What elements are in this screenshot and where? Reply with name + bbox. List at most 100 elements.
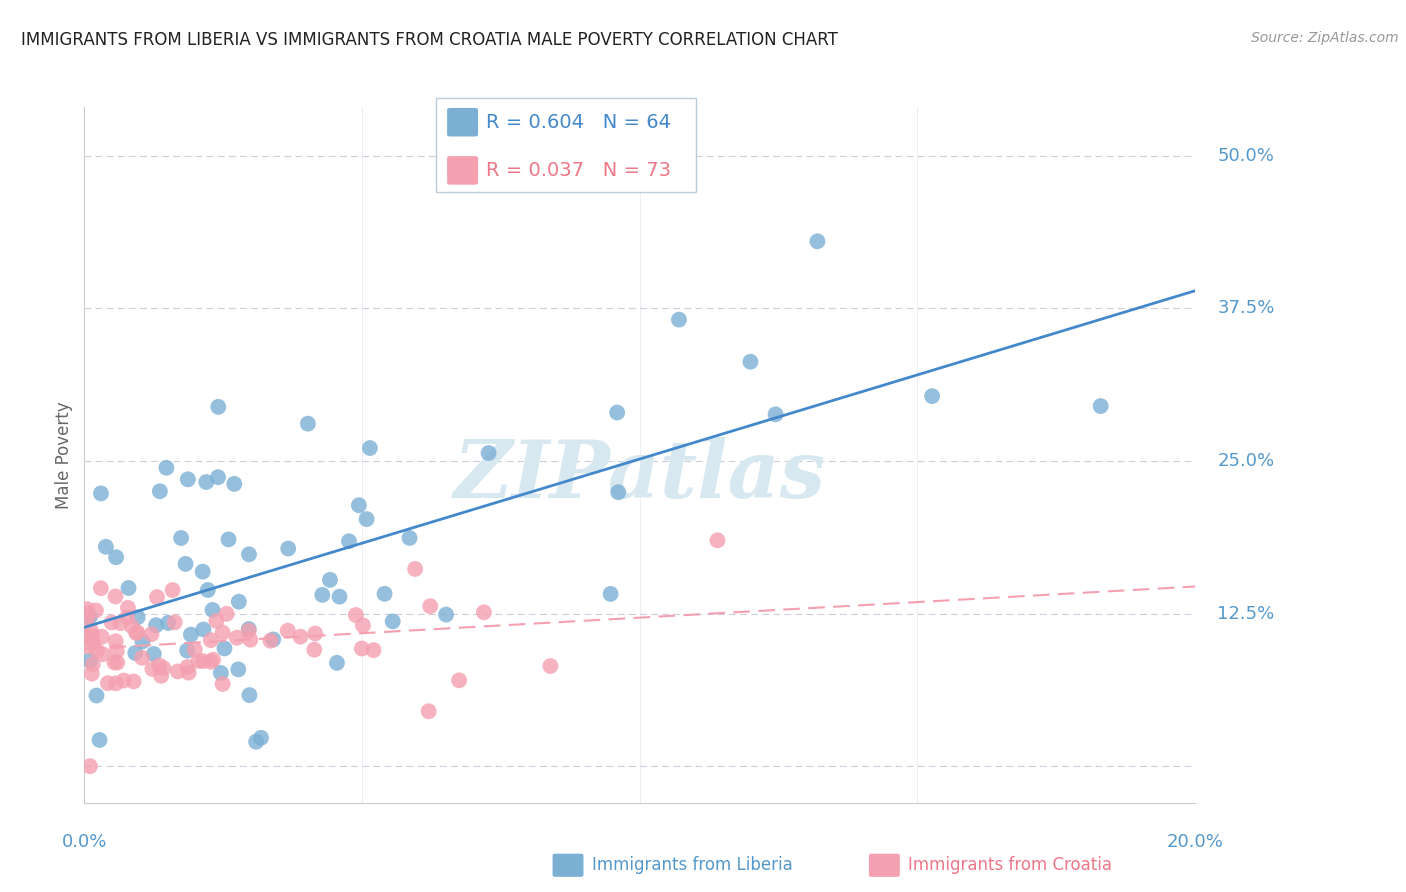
Point — [207, 470, 229, 484]
Point — [142, 647, 165, 661]
Point — [103, 656, 125, 670]
Point — [184, 642, 207, 657]
Point — [174, 557, 197, 571]
Point — [89, 733, 111, 747]
Point — [350, 641, 373, 656]
Point — [97, 676, 120, 690]
Point — [606, 405, 628, 419]
Point — [149, 484, 172, 499]
Point — [238, 624, 260, 638]
Point — [202, 653, 225, 667]
Point — [328, 590, 350, 604]
Point — [374, 587, 396, 601]
Point — [94, 540, 117, 554]
Point — [238, 547, 260, 561]
Point — [304, 626, 326, 640]
Point — [277, 624, 299, 638]
Point — [434, 607, 457, 622]
Point — [607, 485, 630, 500]
Point — [82, 657, 104, 672]
Point — [145, 618, 167, 632]
Point — [344, 607, 367, 622]
Point — [195, 475, 218, 489]
Y-axis label: Male Poverty: Male Poverty — [55, 401, 73, 508]
Point — [449, 673, 471, 688]
Point — [121, 619, 143, 633]
Point — [110, 616, 132, 631]
Point — [404, 562, 426, 576]
Point — [127, 625, 149, 640]
Point — [176, 660, 198, 674]
Point — [146, 590, 169, 604]
Text: 37.5%: 37.5% — [1218, 300, 1275, 318]
Point — [347, 498, 370, 512]
Point — [224, 476, 246, 491]
Point — [193, 623, 215, 637]
Point — [141, 627, 163, 641]
Point — [80, 666, 103, 681]
Text: R = 0.604   N = 64: R = 0.604 N = 64 — [486, 112, 672, 132]
Point — [77, 640, 100, 654]
Text: 50.0%: 50.0% — [1218, 147, 1274, 165]
Point — [418, 704, 440, 718]
Point — [297, 417, 319, 431]
Point — [599, 587, 621, 601]
Point — [141, 662, 163, 676]
Point — [125, 626, 148, 640]
Point — [152, 661, 174, 675]
Point — [304, 642, 326, 657]
Point — [112, 673, 135, 688]
Point — [311, 588, 333, 602]
Point — [211, 625, 233, 640]
Text: ZIPatlas: ZIPatlas — [454, 437, 825, 515]
Text: Immigrants from Croatia: Immigrants from Croatia — [908, 856, 1112, 874]
Point — [79, 609, 101, 624]
Point — [921, 389, 943, 403]
Point — [150, 669, 173, 683]
Point — [200, 655, 222, 669]
Point — [76, 602, 98, 616]
Point — [148, 658, 170, 673]
Point — [91, 647, 114, 661]
Point — [538, 659, 561, 673]
Point — [806, 235, 828, 249]
Point — [1090, 399, 1112, 413]
Point — [472, 605, 495, 619]
Point — [352, 618, 374, 632]
Point — [166, 665, 188, 679]
Point — [706, 533, 728, 548]
Point — [80, 624, 103, 638]
Point — [180, 627, 202, 641]
Point — [122, 674, 145, 689]
Point — [238, 688, 260, 702]
Point — [277, 541, 299, 556]
Point — [127, 610, 149, 624]
Point — [187, 654, 209, 668]
Point — [209, 665, 232, 680]
Point — [215, 607, 238, 621]
Point — [218, 533, 240, 547]
Point — [191, 565, 214, 579]
Point — [117, 600, 139, 615]
Text: R = 0.037   N = 73: R = 0.037 N = 73 — [486, 161, 672, 180]
Point — [740, 355, 762, 369]
Point — [79, 759, 101, 773]
Point — [100, 615, 122, 630]
Point — [226, 662, 249, 676]
Point — [197, 582, 219, 597]
Point — [238, 622, 260, 636]
Text: 12.5%: 12.5% — [1218, 605, 1275, 623]
Point — [207, 400, 229, 414]
Point — [170, 531, 193, 545]
Point — [200, 633, 222, 648]
Point — [105, 644, 128, 658]
Point — [337, 534, 360, 549]
Point — [77, 607, 100, 621]
Point — [131, 650, 153, 665]
Point — [398, 531, 420, 545]
Point — [155, 460, 177, 475]
Point — [82, 636, 104, 650]
Point — [205, 614, 228, 628]
Point — [214, 641, 236, 656]
Text: 0.0%: 0.0% — [62, 833, 107, 851]
